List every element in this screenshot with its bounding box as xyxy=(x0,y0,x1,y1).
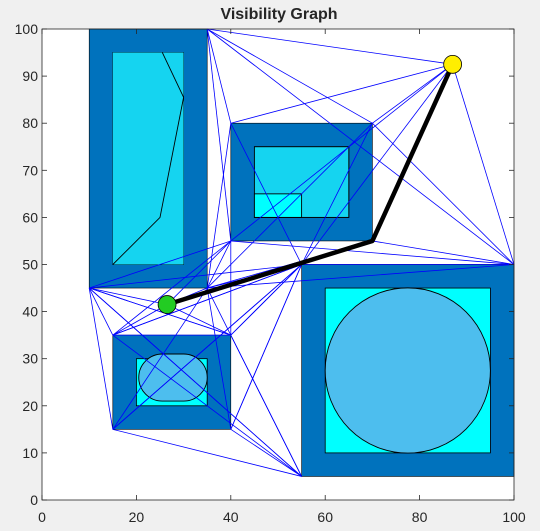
visibility-edge xyxy=(112,264,302,336)
visibility-edge xyxy=(112,240,232,336)
shortest-path xyxy=(164,62,455,307)
trapezoid-shape xyxy=(112,52,184,265)
rounded-rect-shape xyxy=(138,353,208,402)
y-tick-label: 10 xyxy=(22,445,38,461)
visibility-edge xyxy=(112,334,302,477)
visibility-edge xyxy=(230,64,453,242)
circle-shape xyxy=(324,287,491,454)
visibility-edge xyxy=(230,264,302,430)
trapezoid-shape-edge xyxy=(112,52,185,265)
x-tick-label: 40 xyxy=(223,509,239,525)
y-tick-label: 50 xyxy=(22,257,38,273)
inner-shapes xyxy=(112,52,491,454)
visibility-edge xyxy=(206,122,373,289)
y-tick-label: 30 xyxy=(22,351,38,367)
visibility-edge xyxy=(207,28,453,65)
visibility-edge xyxy=(89,240,231,289)
visibility-edge xyxy=(112,304,168,336)
visibility-edge xyxy=(89,287,231,336)
y-tick-label: 20 xyxy=(22,398,38,414)
y-tick-label: 60 xyxy=(22,209,38,225)
visibility-edge xyxy=(207,264,515,289)
x-tick-label: 0 xyxy=(38,509,46,525)
visibility-edge xyxy=(88,287,114,336)
goal-point xyxy=(443,54,463,74)
visibility-edge xyxy=(372,64,453,124)
visibility-edge xyxy=(112,287,208,430)
visibility-edge xyxy=(206,287,302,477)
shortest-path-line xyxy=(164,62,455,307)
y-tick-label: 70 xyxy=(22,162,38,178)
plot-area: 0 20 40 60 80 100 0 10 20 30 40 50 60 70 80 90 100 xyxy=(15,21,526,525)
x-tick-label: 80 xyxy=(412,509,428,525)
visibility-edge xyxy=(452,64,515,265)
visibility-edge xyxy=(88,287,114,430)
small-rect-shape xyxy=(253,193,303,218)
visibility-edge xyxy=(207,28,373,124)
visibility-edge xyxy=(89,264,302,289)
visibility-edge xyxy=(88,287,302,477)
y-tick-label: 90 xyxy=(22,68,38,84)
visibility-edge xyxy=(372,122,515,265)
y-tick-label: 100 xyxy=(15,21,39,37)
visibility-edge xyxy=(301,123,373,265)
visibility-edge xyxy=(206,287,232,430)
y-tick-label: 40 xyxy=(22,304,38,320)
visibility-edge xyxy=(301,64,453,265)
x-tick-label: 60 xyxy=(317,509,333,525)
visibility-edge xyxy=(230,63,453,124)
visibility-edge xyxy=(230,123,302,265)
endpoints xyxy=(157,54,463,314)
visibility-edge xyxy=(230,264,302,336)
x-tick-label: 100 xyxy=(502,509,526,525)
axis-ticks: 0 20 40 60 80 100 0 10 20 30 40 50 60 70 80 90 100 xyxy=(15,21,526,525)
chart-title: Visibility Graph xyxy=(220,6,337,23)
visibility-edge xyxy=(206,240,232,289)
x-tick-label: 20 xyxy=(129,509,145,525)
start-point xyxy=(157,295,177,314)
y-tick-label: 0 xyxy=(30,492,38,508)
y-tick-label: 80 xyxy=(22,115,38,131)
visibility-edge xyxy=(206,28,232,241)
visibility-edge xyxy=(372,240,515,265)
visibility-edge xyxy=(166,240,232,305)
visibility-edge xyxy=(112,264,302,430)
visibility-edge xyxy=(206,28,232,124)
visibility-edge xyxy=(166,304,231,336)
visibility-edge xyxy=(230,240,515,265)
visibility-edge xyxy=(230,429,302,477)
visibility-edge xyxy=(112,428,302,477)
